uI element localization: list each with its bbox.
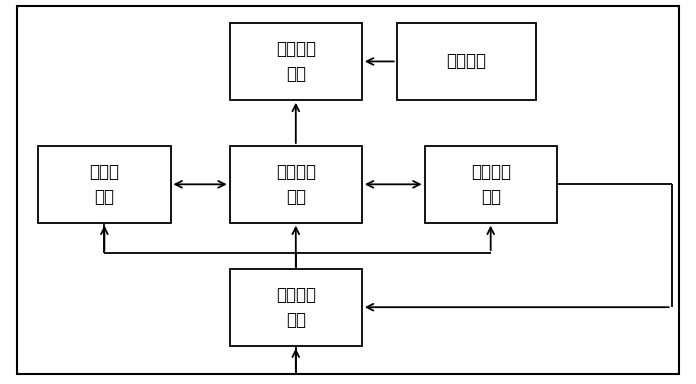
- Text: 电源控制
模块: 电源控制 模块: [276, 286, 316, 329]
- Bar: [425, 146, 557, 223]
- Bar: [38, 146, 171, 223]
- Bar: [397, 23, 536, 100]
- Text: 传感器
模块: 传感器 模块: [89, 163, 120, 206]
- Bar: [230, 269, 362, 346]
- Text: 实时时钟
模块: 实时时钟 模块: [276, 40, 316, 83]
- Bar: [230, 146, 362, 223]
- Text: 电源模块: 电源模块: [446, 53, 487, 70]
- Bar: [230, 23, 362, 100]
- Text: 微处理器
模块: 微处理器 模块: [276, 163, 316, 206]
- Text: 无线通信
模块: 无线通信 模块: [470, 163, 511, 206]
